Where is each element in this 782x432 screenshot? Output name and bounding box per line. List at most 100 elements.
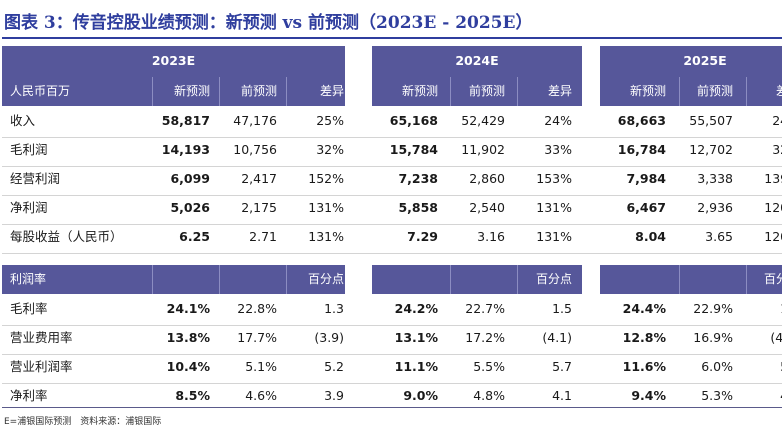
column-separator: [679, 265, 680, 294]
column-separator: [450, 265, 451, 294]
page-title: 图表 3：传音控股业绩预测：新预测 vs 前预测（2023E - 2025E）: [4, 13, 533, 33]
table-cell: 24.2%: [394, 301, 438, 316]
table-cell: 13.1%: [394, 330, 438, 345]
table-cell: 13.8%: [166, 330, 210, 345]
table-cell: 4.8%: [473, 388, 505, 403]
row-label: 净利润: [10, 200, 48, 215]
table-cell: 12,702: [689, 142, 733, 157]
table-cell: 10,756: [233, 142, 277, 157]
row-divider: [2, 383, 782, 384]
table-cell: 4.1: [740, 387, 782, 405]
margin-unit: 百分点: [763, 272, 782, 286]
table-cell: 5,858: [398, 200, 438, 215]
row-label: 收入: [10, 113, 36, 128]
group-gap: [345, 265, 372, 294]
table-cell: 3.16: [477, 229, 505, 244]
table-cell: 7,238: [398, 171, 438, 186]
table-cell: 24.4%: [622, 301, 666, 316]
column-separator: [679, 77, 680, 106]
table-cell: 4.1: [552, 388, 572, 403]
column-separator: [286, 265, 287, 294]
table-cell: 5.5%: [473, 359, 505, 374]
table-cell: 22.7%: [465, 301, 505, 316]
table-cell: 17.2%: [465, 330, 505, 345]
table-cell: 4.6%: [245, 388, 277, 403]
margin-label: 利润率: [10, 272, 47, 286]
table-cell: (4.1): [542, 330, 572, 345]
table-cell: 6.25: [179, 229, 210, 244]
table-cell: 32%: [316, 142, 344, 157]
row-divider: [2, 166, 782, 167]
column-header: 新预测: [401, 84, 438, 98]
column-separator: [517, 77, 518, 106]
year-label: 2024E: [455, 53, 499, 68]
table-cell: 11,902: [461, 142, 505, 157]
row-divider: [2, 354, 782, 355]
column-header: 新预测: [629, 84, 666, 98]
table-cell: 5.3%: [701, 388, 733, 403]
table-cell: 58,817: [161, 113, 210, 128]
table-cell: 22.9%: [693, 301, 733, 316]
table-cell: (4.1): [770, 330, 782, 345]
table-cell: 12.8%: [622, 330, 666, 345]
table-cell: 10.4%: [166, 359, 210, 374]
table-cell: 9.0%: [403, 388, 438, 403]
table-cell: 24%: [772, 113, 782, 128]
table-cell: 1.3: [324, 301, 344, 316]
table-cell: 1.5: [552, 301, 572, 316]
table-cell: 2.71: [249, 229, 277, 244]
table-cell: 3.65: [705, 229, 733, 244]
table-cell: 2,936: [697, 200, 733, 215]
table-cell: 1.5: [740, 300, 782, 318]
table-cell: 15,784: [389, 142, 438, 157]
row-label: 每股收益（人民币）: [10, 229, 123, 244]
column-separator: [746, 77, 747, 106]
table-cell: 6,099: [170, 171, 210, 186]
margin-unit: 百分点: [535, 272, 572, 286]
table-cell: 5.2: [324, 359, 344, 374]
table-cell: 3.9: [324, 388, 344, 403]
row-divider: [2, 325, 782, 326]
table-cell: 68,663: [617, 113, 666, 128]
table-cell: 8.04: [635, 229, 666, 244]
table-cell: 139%: [764, 171, 782, 186]
table-cell: 120%: [764, 229, 782, 244]
table-cell: 11.6%: [622, 359, 666, 374]
row-divider: [2, 224, 782, 225]
column-separator: [286, 77, 287, 106]
column-header: 前预测: [240, 84, 277, 98]
table-cell: 6.0%: [701, 359, 733, 374]
table-cell: 5.6: [740, 358, 782, 376]
table-cell: 25%: [316, 113, 344, 128]
column-separator: [219, 265, 220, 294]
column-separator: [152, 77, 153, 106]
row-divider: [2, 253, 782, 254]
table-cell: 7,984: [626, 171, 666, 186]
column-header: 前预测: [468, 84, 505, 98]
table-cell: 120%: [764, 200, 782, 215]
table-cell: 14,193: [161, 142, 210, 157]
column-separator: [219, 77, 220, 106]
group-gap: [582, 265, 600, 294]
table-cell: 8.5%: [175, 388, 210, 403]
table-cell: 47,176: [233, 113, 277, 128]
row-label: 净利率: [10, 388, 48, 403]
table-cell: 2,417: [241, 171, 277, 186]
row-label: 毛利润: [10, 142, 48, 157]
table-cell: 2,175: [241, 200, 277, 215]
table-cell: 65,168: [389, 113, 438, 128]
table-cell: (3.9): [314, 330, 344, 345]
row-divider: [2, 195, 782, 196]
column-separator: [746, 265, 747, 294]
table-cell: 3,338: [697, 171, 733, 186]
table-cell: 131%: [536, 229, 572, 244]
column-separator: [152, 265, 153, 294]
row-label: 营业费用率: [10, 330, 73, 345]
table-cell: 52,429: [461, 113, 505, 128]
table-cell: 2,540: [469, 200, 505, 215]
group-gap: [345, 46, 372, 106]
column-header: 差异: [319, 84, 344, 98]
table-cell: 16,784: [617, 142, 666, 157]
row-label: 毛利率: [10, 301, 48, 316]
column-header: 差异: [547, 84, 572, 98]
